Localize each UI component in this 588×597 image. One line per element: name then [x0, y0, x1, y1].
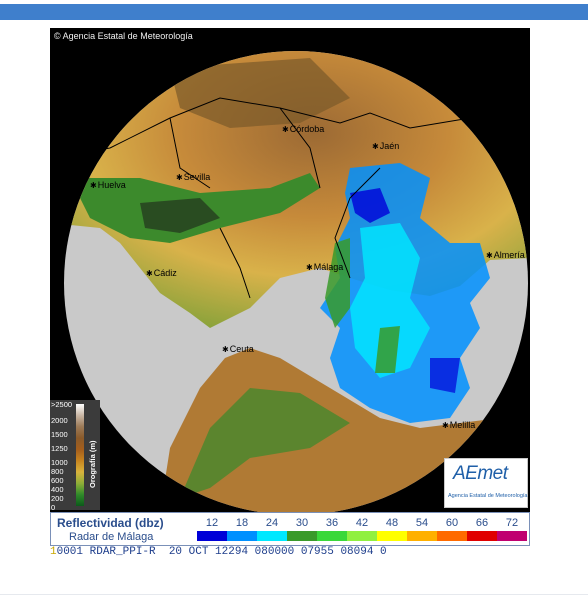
scale-swatch [257, 531, 287, 541]
scale-value: 48 [385, 517, 399, 529]
city-label-malaga: ✱Málaga [306, 262, 344, 272]
city-name: Huelva [97, 180, 126, 190]
status-lead: 1 [50, 546, 57, 558]
radar-station-name: Radar de Málaga [69, 531, 154, 543]
orography-value: 1000 [51, 458, 68, 467]
orography-title: Orografía (m) [88, 440, 97, 488]
city-label-sevilla: ✱Sevilla [176, 172, 211, 182]
city-name: Almería [493, 250, 525, 260]
reflectivity-legend: Reflectividad (dbz) Radar de Málaga 12 18… [50, 512, 530, 546]
top-blue-bar [0, 4, 588, 20]
scale-swatch [317, 531, 347, 541]
city-name: Melilla [449, 420, 476, 430]
orography-value: 200 [51, 494, 64, 503]
scale-value: 42 [355, 517, 369, 529]
scale-value: 54 [415, 517, 429, 529]
orography-legend: >2500 2000 1500 1250 1000 800 600 400 20… [50, 400, 100, 512]
city-label-melilla: ✱Melilla [442, 420, 476, 430]
scale-value: 36 [325, 517, 339, 529]
scale-swatch [227, 531, 257, 541]
city-label-huelva: ✱Huelva [90, 180, 126, 190]
scale-swatch [347, 531, 377, 541]
city-name: Sevilla [183, 172, 211, 182]
orography-value: >2500 [51, 400, 73, 409]
city-name: Córdoba [289, 124, 325, 134]
status-bar: 10001 RDAR_PPI-R 20 OCT 12294 080000 079… [50, 546, 530, 558]
scale-swatch [287, 531, 317, 541]
orography-value: 2000 [51, 416, 68, 425]
scale-value: 12 [205, 517, 219, 529]
orography-value: 600 [51, 476, 64, 485]
scale-value: 66 [475, 517, 489, 529]
scale-value: 60 [445, 517, 459, 529]
scale-swatch [437, 531, 467, 541]
scale-value: 72 [505, 517, 519, 529]
orography-value: 1500 [51, 430, 68, 439]
scale-value: 18 [235, 517, 249, 529]
city-label-cadiz: ✱Cádiz [146, 268, 177, 278]
city-name: Jaén [379, 141, 400, 151]
scale-value: 30 [295, 517, 309, 529]
aemet-logo: AEmet Agencia Estatal de Meteorología [444, 458, 528, 508]
reflectivity-legend-title: Reflectividad (dbz) [57, 516, 164, 530]
bottom-divider [0, 594, 588, 595]
copyright-text: Agencia Estatal de Meteorología [62, 31, 193, 41]
orography-value: 1250 [51, 444, 68, 453]
city-name: Cádiz [153, 268, 177, 278]
scale-swatch [197, 531, 227, 541]
city-name: Ceuta [229, 344, 254, 354]
scale-swatch [467, 531, 497, 541]
scale-value: 24 [265, 517, 279, 529]
orography-value: 400 [51, 485, 64, 494]
city-label-cordoba: ✱Córdoba [282, 124, 325, 134]
scale-swatch [497, 531, 527, 541]
scale-swatch [377, 531, 407, 541]
copyright-notice: © Agencia Estatal de Meteorología [54, 31, 193, 41]
orography-colorbar [76, 404, 84, 506]
city-label-jaen: ✱Jaén [372, 141, 400, 151]
scale-swatch [407, 531, 437, 541]
radar-image[interactable]: © Agencia Estatal de Meteorología ✱Córdo… [50, 28, 530, 512]
city-label-almeria: ✱Almería [486, 250, 525, 260]
aemet-logo-subtitle: Agencia Estatal de Meteorología [448, 493, 528, 499]
orography-value: 0 [51, 503, 56, 512]
city-name: Málaga [313, 262, 344, 272]
status-text: 0001 RDAR_PPI-R 20 OCT 12294 080000 0795… [56, 546, 387, 558]
radar-map [50, 28, 530, 512]
city-label-ceuta: ✱Ceuta [222, 344, 254, 354]
orography-value: 800 [51, 467, 64, 476]
aemet-logo-text: AEmet [453, 463, 508, 484]
